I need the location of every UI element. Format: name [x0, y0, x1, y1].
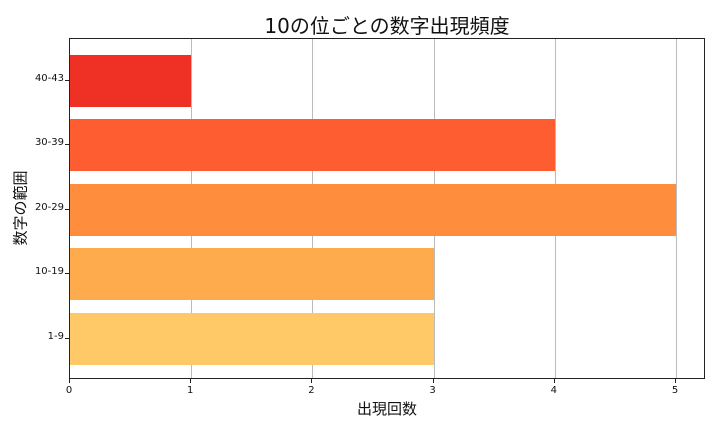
y-tick-label: 10-19 — [34, 266, 64, 278]
x-tick-mark — [675, 379, 676, 383]
x-tick-mark — [432, 379, 434, 383]
x-axis-label: 出現回数 — [356, 400, 417, 418]
y-tick-label: 20-29 — [34, 201, 64, 213]
chart-title: 10の位ごとの数字出現頻度 — [264, 14, 510, 38]
bar-20-29 — [70, 183, 676, 236]
x-tick-label: 0 — [65, 385, 73, 396]
y-tick-label: 40-43 — [34, 72, 64, 84]
y-tick-mark — [65, 79, 69, 81]
x-tick-label: 3 — [429, 385, 436, 396]
x-tick-mark — [553, 379, 555, 383]
y-tick-mark — [65, 338, 69, 339]
plot-area — [69, 38, 705, 379]
x-tick-label: 5 — [671, 385, 679, 396]
x-tick-label: 4 — [550, 385, 557, 396]
x-tick-mark — [190, 379, 192, 383]
x-tick-mark — [69, 379, 70, 383]
y-axis-label: 数字の範囲 — [11, 170, 30, 246]
bar-10-19 — [70, 248, 434, 301]
y-tick-label: 1-9 — [47, 331, 64, 342]
y-tick-label: 30-39 — [34, 137, 64, 149]
y-tick-mark — [65, 144, 69, 146]
y-tick-mark — [65, 273, 69, 275]
x-tick-mark — [311, 379, 313, 383]
bar-40-43 — [70, 54, 192, 107]
x-tick-label: 2 — [308, 385, 315, 396]
bar-1-9 — [70, 313, 434, 365]
bar-30-39 — [70, 119, 555, 172]
x-tick-label: 1 — [187, 385, 194, 396]
y-tick-mark — [65, 208, 69, 210]
gridline — [676, 39, 677, 378]
